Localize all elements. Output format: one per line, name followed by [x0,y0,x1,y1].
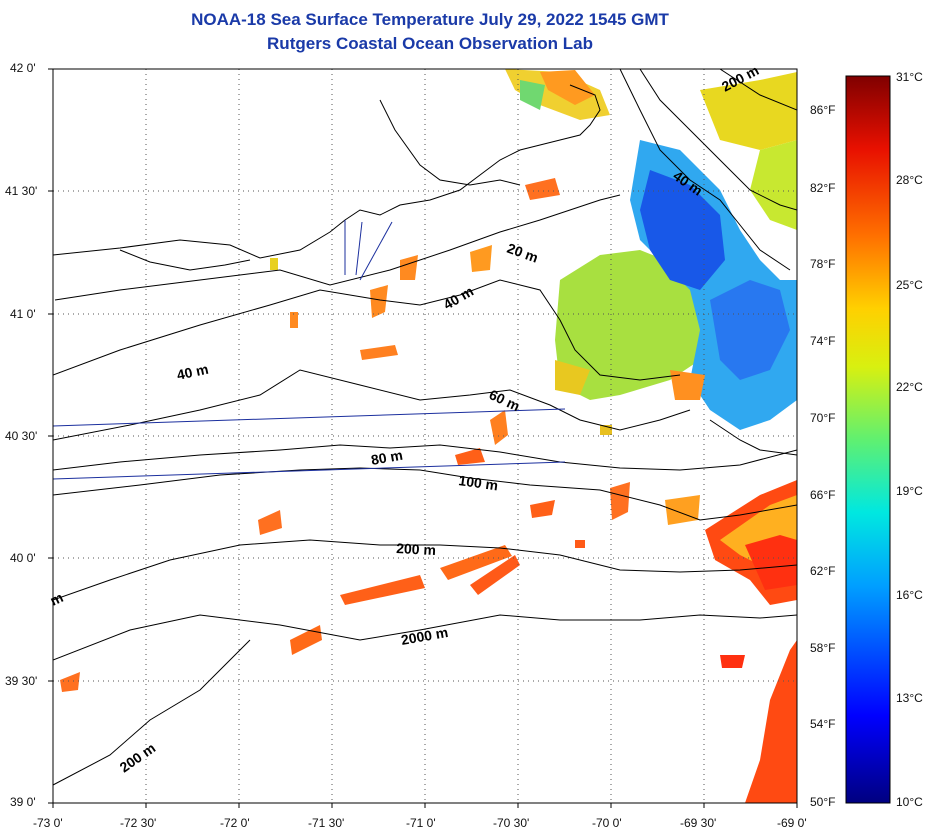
coastline [53,84,601,259]
transect-line [52,461,566,480]
warm-water-patch [575,540,585,548]
contour-20m [54,194,621,301]
axis-ticks [48,68,798,808]
fahrenheit-label: 62°F [810,564,836,578]
lon-label: -71 30' [308,816,345,830]
map-subtitle: Rutgers Coastal Ocean Observation Lab [267,34,593,53]
celsius-label: 19°C [896,484,923,498]
warm-water-patch [700,72,797,150]
contour-2000m [53,614,797,661]
celsius-label: 31°C [896,70,923,84]
contour-100m [53,467,797,521]
warm-water-patch [555,360,590,395]
warm-water-patch [270,258,278,270]
contour-80m [53,444,797,471]
fahrenheit-label: 58°F [810,641,836,655]
warm-water-patch [470,555,520,595]
warm-water-patch [470,245,492,272]
warm-water-patch [258,510,282,535]
warm-water-patch [370,285,388,318]
fahrenheit-label: 70°F [810,411,836,425]
fahrenheit-label: 82°F [810,181,836,195]
celsius-label: 25°C [896,278,923,292]
warm-water-patch [360,345,398,360]
warm-water-patch [525,178,560,200]
lat-label: 40 30' [5,429,38,443]
fahrenheit-label: 74°F [810,334,836,348]
contour-label: 80 m [370,447,404,468]
contour-40m [53,279,681,381]
warm-water-patch [540,70,595,105]
lon-label: -71 0' [406,816,436,830]
warm-water-patch [290,625,322,655]
warm-water-patch [720,655,745,668]
lat-label: 39 30' [5,674,38,688]
contour-layer [53,69,797,786]
warm-water-patch [665,495,700,525]
coastline [379,99,521,186]
transect-layer [52,220,566,480]
coastline-li [119,249,251,271]
contour-label: 40 m [175,361,210,383]
celsius-label: 22°C [896,380,923,394]
lat-label: 40 0' [10,551,36,565]
transect-line [359,221,393,281]
contour-shelf [709,419,797,456]
contour-60m [53,369,691,441]
fahrenheit-label: 86°F [810,103,836,117]
celsius-label: 28°C [896,173,923,187]
temperature-colorbar [845,75,891,804]
warm-water-patch [340,575,425,605]
lon-label: -72 0' [220,816,250,830]
lat-label: 41 0' [10,307,36,321]
lon-label: -70 30' [493,816,530,830]
cool-water-patch [520,80,545,110]
contour-label: m [48,589,66,609]
cool-water-patch [555,250,710,400]
fahrenheit-label: 78°F [810,257,836,271]
lat-label: 39 0' [10,795,36,809]
contour-200m-south [53,639,251,786]
warm-water-patch [530,500,555,518]
contour-label: 100 m [458,472,500,493]
contour-200m-gom [719,69,797,111]
celsius-label: 10°C [896,795,923,809]
cool-water-patch [750,140,797,230]
lon-label: -72 30' [120,816,157,830]
fahrenheit-label: 50°F [810,795,836,809]
transect-line [52,408,566,427]
lon-label: -69 30' [680,816,717,830]
fahrenheit-label: 54°F [810,717,836,731]
contour-label: 200 m [396,540,436,558]
map-title: NOAA-18 Sea Surface Temperature July 29,… [191,10,669,29]
warm-water-patch [400,255,418,280]
celsius-label: 13°C [896,691,923,705]
lon-label: -70 0' [592,816,622,830]
warm-water-patch [670,370,705,400]
warm-water-patch [610,482,630,520]
warm-water-patch [290,312,298,328]
contour-shelf-gom [619,69,791,271]
lat-label: 42 0' [10,61,36,75]
warm-water-patch [455,448,485,465]
transect-line [355,221,363,276]
fahrenheit-label: 66°F [810,488,836,502]
warm-water-patch [60,672,80,692]
lon-label: -69 0' [777,816,807,830]
graticule [53,69,797,803]
contour-shelf-gom [639,69,797,211]
contour-200m [53,539,797,601]
warm-water-patch [440,545,512,580]
lat-label: 41 30' [5,184,38,198]
cold-water-patch [710,280,790,380]
lon-label: -73 0' [33,816,63,830]
celsius-label: 16°C [896,588,923,602]
warm-water-patch [745,535,797,590]
